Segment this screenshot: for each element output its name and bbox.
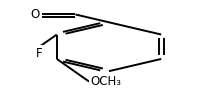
Text: N: N bbox=[105, 75, 113, 88]
Text: F: F bbox=[36, 47, 43, 60]
Text: OCH₃: OCH₃ bbox=[90, 75, 121, 88]
Text: O: O bbox=[31, 8, 40, 21]
